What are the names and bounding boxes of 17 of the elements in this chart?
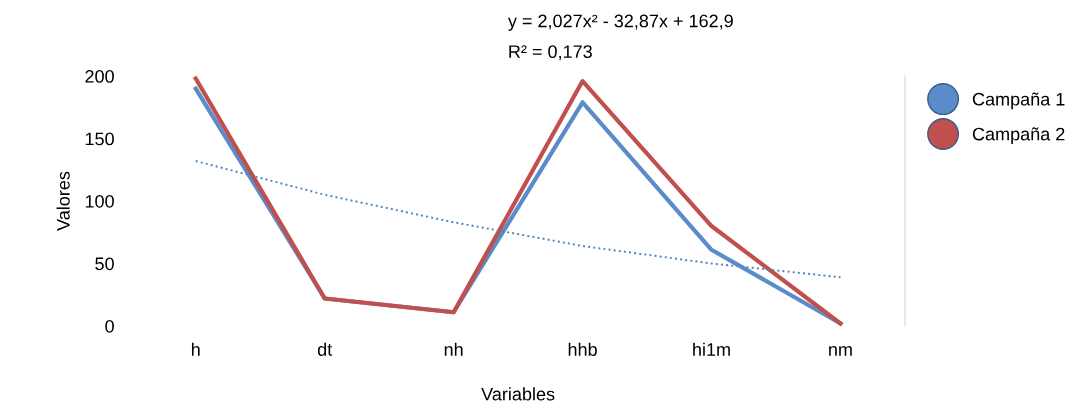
y-axis-title: Valores — [56, 171, 70, 231]
x-tick-label: nh — [444, 342, 463, 356]
text: y = 2,027x² - 32,87x + 162,9 — [507, 14, 733, 31]
y-tick-label: 200 — [85, 70, 114, 83]
y-tick-label: 150 — [85, 132, 114, 146]
x-tick-label: nm — [829, 346, 852, 356]
legend-label: Campaña 2 — [972, 127, 1065, 145]
x-tick-label: hhb — [568, 342, 597, 356]
x-tick-label: dt — [317, 342, 333, 356]
x-tick-label: h — [191, 342, 200, 356]
text: R² = 0,173 — [509, 45, 592, 61]
x-tick-label: hi1m — [693, 342, 730, 356]
y-tick-label: 100 — [85, 194, 114, 208]
x-axis-title: Variables — [481, 387, 555, 401]
y-tick-label: 0 — [105, 319, 114, 333]
legend-label: Campaña 1 — [972, 92, 1065, 110]
y-tick-label: 50 — [95, 257, 114, 271]
